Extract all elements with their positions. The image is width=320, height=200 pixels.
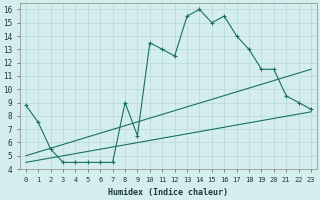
X-axis label: Humidex (Indice chaleur): Humidex (Indice chaleur) [108,188,228,197]
